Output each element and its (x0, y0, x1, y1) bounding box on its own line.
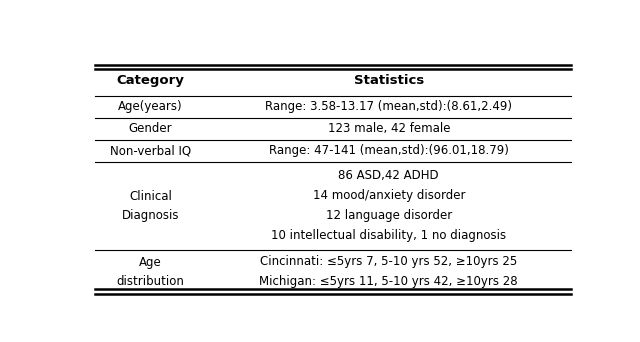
Text: 14 mood/anxiety disorder: 14 mood/anxiety disorder (312, 189, 465, 202)
Text: Age
distribution: Age distribution (116, 256, 184, 288)
Text: Clinical
Diagnosis: Clinical Diagnosis (122, 190, 179, 222)
Text: Category: Category (116, 74, 184, 87)
Text: Statistics: Statistics (354, 74, 424, 87)
Text: 10 intellectual disability, 1 no diagnosis: 10 intellectual disability, 1 no diagnos… (271, 229, 506, 242)
Text: Gender: Gender (129, 122, 173, 135)
Text: 123 male, 42 female: 123 male, 42 female (328, 122, 450, 135)
Text: Range: 3.58-13.17 (mean,std):(8.61,2.49): Range: 3.58-13.17 (mean,std):(8.61,2.49) (265, 100, 512, 113)
Text: Range: 47-141 (mean,std):(96.01,18.79): Range: 47-141 (mean,std):(96.01,18.79) (269, 144, 509, 157)
Text: 86 ASD,42 ADHD: 86 ASD,42 ADHD (339, 170, 439, 183)
Text: Michigan: ≤5yrs 11, 5-10 yrs 42, ≥10yrs 28: Michigan: ≤5yrs 11, 5-10 yrs 42, ≥10yrs … (259, 275, 518, 288)
Text: 12 language disorder: 12 language disorder (326, 209, 452, 222)
Text: Non-verbal IQ: Non-verbal IQ (110, 144, 191, 157)
Text: Age(years): Age(years) (118, 100, 183, 113)
Text: Cincinnati: ≤5yrs 7, 5-10 yrs 52, ≥10yrs 25: Cincinnati: ≤5yrs 7, 5-10 yrs 52, ≥10yrs… (260, 255, 517, 268)
